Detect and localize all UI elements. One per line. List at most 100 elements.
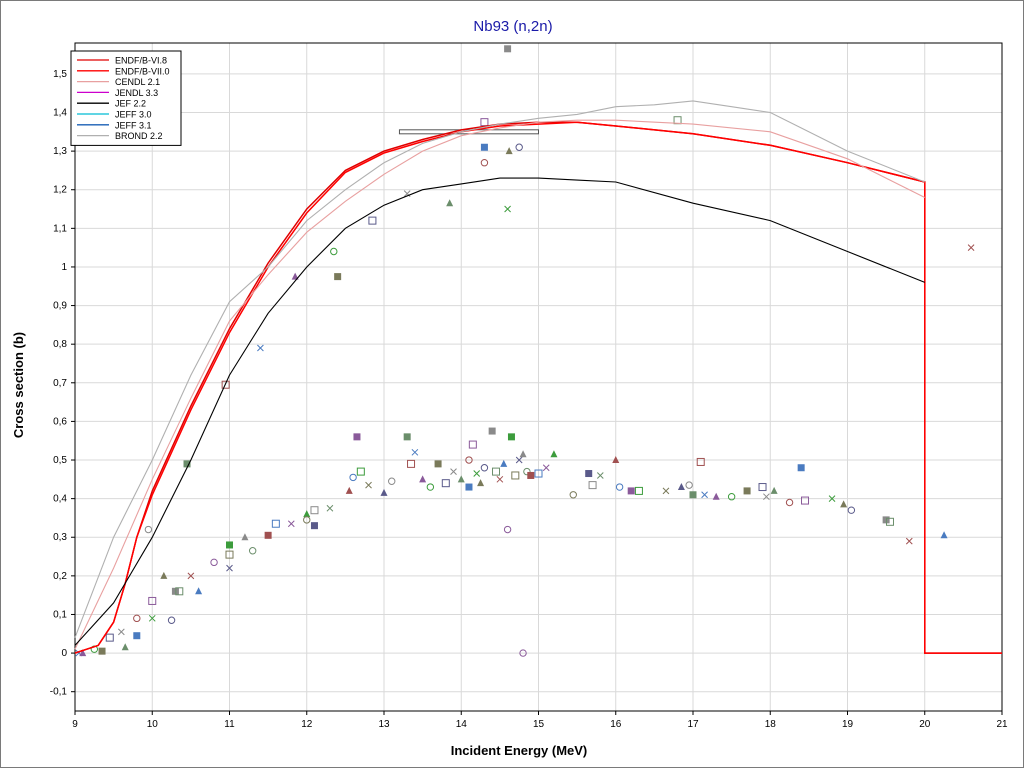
experimental-point-lower — [527, 471, 535, 479]
legend-entry: ENDF/B-VI.8 — [115, 56, 167, 66]
experimental-point-lower — [847, 506, 856, 514]
experimental-point-lower — [534, 469, 543, 478]
experimental-point-upper — [480, 158, 489, 167]
experimental-point-lower — [542, 464, 550, 472]
series-line-brond-2-2 — [74, 100, 926, 638]
experimental-point-lower — [457, 475, 465, 483]
experimental-point-lower — [271, 519, 280, 528]
x-axis-label: Incident Energy (MeV) — [451, 743, 588, 758]
x-tick-label: 21 — [996, 719, 1008, 730]
experimental-point-lower — [303, 510, 311, 518]
experimental-point-lower — [500, 459, 508, 467]
experimental-point-lower — [662, 487, 670, 495]
experimental-point-upper — [446, 199, 454, 207]
experimental-point-lower — [419, 475, 427, 483]
experimental-point-upper — [334, 273, 342, 281]
experimental-point-lower — [585, 470, 593, 478]
y-tick-label: 0,3 — [53, 532, 67, 543]
experimental-point-lower — [477, 479, 485, 487]
experimental-point-lower — [117, 628, 125, 636]
x-tick-label: 9 — [72, 719, 78, 730]
experimental-point-upper — [967, 244, 975, 252]
y-tick-label: 0,9 — [53, 301, 67, 312]
experimental-point-upper — [480, 118, 489, 127]
x-tick-label: 10 — [147, 719, 159, 730]
experimental-point-lower — [175, 587, 184, 596]
experimental-point-lower — [511, 471, 520, 480]
experimental-point-upper — [221, 380, 230, 389]
y-tick-label: 0,4 — [53, 494, 67, 505]
experimental-point-lower — [345, 486, 353, 494]
experimental-point-upper — [291, 272, 299, 280]
experimental-point-lower — [465, 483, 473, 491]
experimental-point-lower — [634, 486, 643, 495]
x-tick-label: 18 — [765, 719, 777, 730]
experimental-point-lower — [133, 614, 141, 623]
experimental-point-lower — [496, 475, 504, 483]
legend-entry: ENDF/B-VII.0 — [115, 66, 170, 76]
experimental-point-lower — [488, 427, 496, 435]
experimental-point-lower — [434, 460, 442, 468]
experimental-point-lower — [685, 481, 693, 489]
experimental-point-lower — [492, 467, 501, 476]
experimental-point-lower — [133, 632, 141, 640]
experimental-point-lower — [588, 481, 597, 490]
experimental-point-upper — [368, 216, 377, 225]
experimental-point-lower — [210, 558, 218, 567]
legend-entry: CENDL 2.1 — [115, 77, 160, 87]
experimental-point-lower — [195, 587, 203, 595]
experimental-point-lower — [411, 448, 419, 456]
y-tick-label: 1,3 — [53, 146, 67, 157]
legend-entry: JEF 2.2 — [115, 99, 146, 109]
experimental-point-lower — [287, 520, 295, 528]
experimental-point-lower — [480, 464, 489, 472]
experimental-point-lower — [763, 493, 770, 501]
experimental-point-lower — [98, 647, 106, 655]
experimental-point-lower — [450, 468, 457, 475]
experimental-point-upper — [257, 344, 264, 352]
experimental-point-upper — [504, 45, 512, 53]
experimental-points — [75, 45, 975, 657]
experimental-point-lower — [380, 488, 388, 496]
x-tick-label: 12 — [301, 719, 313, 730]
y-tick-label: 0,1 — [53, 609, 67, 620]
grid — [74, 43, 1003, 711]
experimental-point-upper — [505, 147, 513, 155]
experimental-point-lower — [569, 491, 577, 499]
experimental-point-lower — [468, 440, 477, 449]
experimental-point-lower — [689, 491, 697, 499]
experimental-point-lower — [503, 525, 512, 534]
experimental-point-lower — [303, 516, 311, 524]
experimental-point-lower — [465, 456, 473, 464]
experimental-point-lower — [519, 450, 527, 458]
legend-entry: JEFF 3.0 — [115, 110, 152, 120]
x-tick-label: 16 — [610, 719, 622, 730]
series-line-jef-2-2 — [74, 177, 926, 646]
experimental-point-upper — [144, 525, 153, 534]
x-tick-label: 14 — [456, 719, 468, 730]
experimental-point-lower — [388, 477, 396, 485]
x-tick-label: 15 — [533, 719, 545, 730]
y-tick-label: 1,5 — [53, 69, 67, 80]
y-tick-label: 1 — [61, 262, 67, 273]
y-tick-label: 0 — [61, 648, 67, 659]
experimental-point-lower — [407, 459, 416, 468]
experimental-point-lower — [885, 517, 894, 526]
experimental-point-lower — [473, 470, 481, 477]
experimental-point-lower — [743, 487, 751, 495]
experimental-point-lower — [105, 633, 114, 642]
experimental-point-lower — [696, 457, 705, 466]
experimental-point-lower — [241, 533, 249, 541]
experimental-point-lower — [441, 479, 450, 488]
experimental-point-lower — [940, 531, 948, 539]
experimental-point-lower — [801, 496, 810, 505]
chart-title: Nb93 (n,2n) — [473, 18, 552, 35]
x-tick-label: 20 — [919, 719, 931, 730]
legend-entry: JEFF 3.1 — [115, 120, 152, 130]
experimental-point-lower — [727, 492, 736, 501]
y-tick-label: 1,2 — [53, 185, 67, 196]
experimental-point-lower — [365, 481, 372, 489]
experimental-point-lower — [627, 487, 635, 495]
experimental-point-lower — [426, 483, 435, 491]
experimental-point-lower — [121, 643, 129, 651]
